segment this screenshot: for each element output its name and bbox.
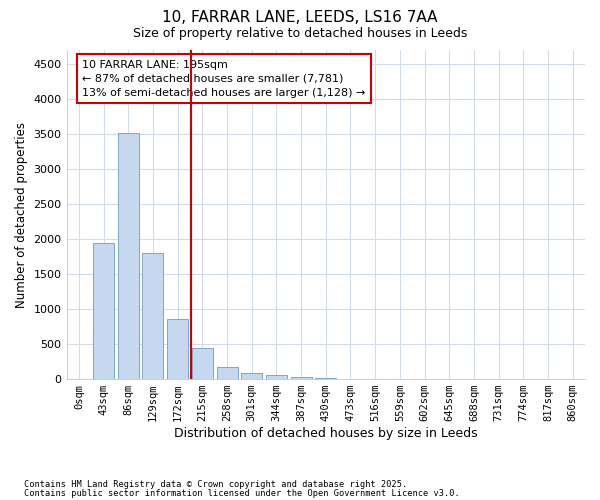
Y-axis label: Number of detached properties: Number of detached properties xyxy=(15,122,28,308)
Bar xyxy=(167,319,188,379)
Text: 10, FARRAR LANE, LEEDS, LS16 7AA: 10, FARRAR LANE, LEEDS, LS16 7AA xyxy=(162,10,438,25)
Bar xyxy=(315,378,336,379)
Text: Contains HM Land Registry data © Crown copyright and database right 2025.: Contains HM Land Registry data © Crown c… xyxy=(24,480,407,489)
Bar xyxy=(241,373,262,379)
Bar xyxy=(192,348,213,379)
Bar xyxy=(93,242,114,379)
Bar xyxy=(142,253,163,379)
Bar xyxy=(118,134,139,379)
Bar xyxy=(290,377,311,379)
Text: Contains public sector information licensed under the Open Government Licence v3: Contains public sector information licen… xyxy=(24,488,460,498)
Text: 10 FARRAR LANE: 195sqm
← 87% of detached houses are smaller (7,781)
13% of semi-: 10 FARRAR LANE: 195sqm ← 87% of detached… xyxy=(82,60,365,98)
Bar xyxy=(217,367,238,379)
Bar xyxy=(266,375,287,379)
Text: Size of property relative to detached houses in Leeds: Size of property relative to detached ho… xyxy=(133,28,467,40)
X-axis label: Distribution of detached houses by size in Leeds: Distribution of detached houses by size … xyxy=(174,427,478,440)
